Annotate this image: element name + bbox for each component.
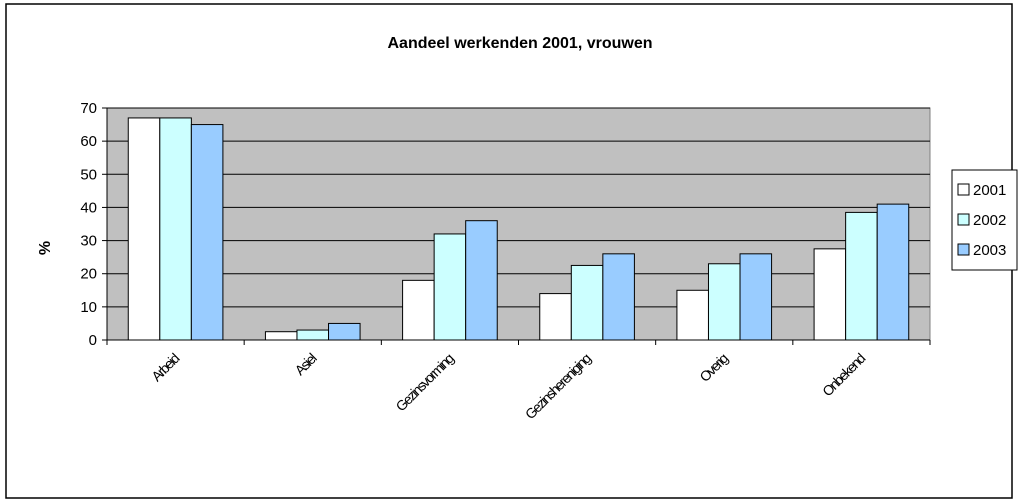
bar	[539, 293, 572, 341]
y-tick-label: 70	[80, 100, 97, 117]
legend-swatch	[957, 213, 970, 226]
y-tick-label: 30	[80, 233, 97, 250]
y-tick-label: 20	[80, 266, 97, 283]
legend-swatch	[957, 243, 970, 256]
bar	[570, 264, 604, 341]
bar	[602, 253, 635, 341]
bar	[676, 289, 709, 341]
bar	[707, 263, 741, 341]
y-axis-label: %	[37, 241, 54, 255]
bar	[328, 322, 361, 341]
y-tick-label: 50	[80, 166, 97, 183]
bar	[296, 329, 330, 341]
y-tick-label: 40	[80, 199, 97, 216]
y-tick-label: 60	[80, 133, 97, 150]
bar	[127, 117, 161, 341]
chart-title: Aandeel werkenden 2001, vrouwen	[388, 35, 653, 52]
bar	[264, 331, 298, 341]
bar	[190, 124, 224, 341]
bar	[159, 117, 192, 341]
legend-swatch	[957, 183, 970, 196]
plot-area	[106, 107, 931, 341]
bar	[876, 203, 910, 341]
bar	[813, 248, 847, 341]
bar	[739, 253, 773, 341]
legend-label: 2001	[973, 182, 1006, 199]
legend-label: 2003	[973, 242, 1006, 259]
bar	[465, 220, 498, 341]
bar	[845, 211, 878, 341]
bar	[433, 233, 467, 341]
bar	[402, 279, 435, 341]
y-tick-label: 10	[80, 299, 97, 316]
legend-label: 2002	[973, 212, 1006, 229]
y-tick-label: 0	[89, 332, 97, 349]
